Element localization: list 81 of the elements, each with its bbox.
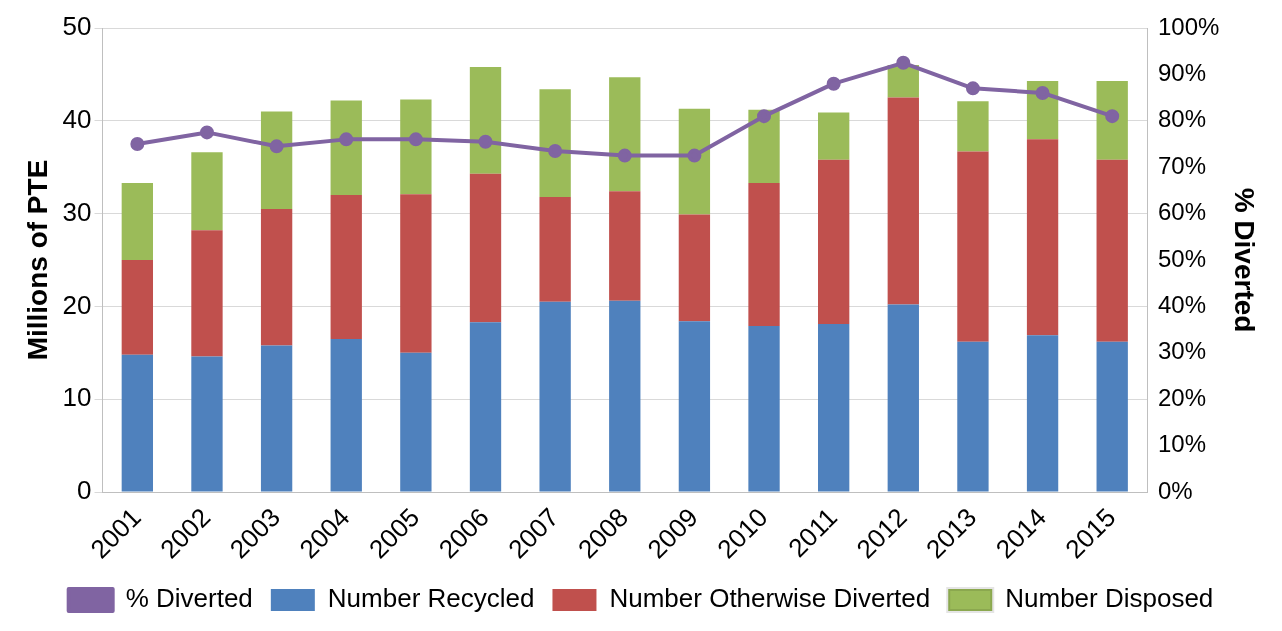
point bbox=[130, 137, 145, 152]
bar bbox=[121, 354, 153, 492]
y2-tick-label: 80% bbox=[1158, 105, 1207, 133]
bar bbox=[818, 112, 850, 160]
bar bbox=[609, 300, 641, 492]
bar bbox=[191, 356, 223, 492]
bar bbox=[678, 321, 711, 492]
bar bbox=[1096, 341, 1128, 492]
bar bbox=[191, 230, 223, 357]
y-tick-label: 20 bbox=[62, 289, 92, 320]
bar bbox=[539, 301, 571, 492]
y2-tick-label: 40% bbox=[1158, 291, 1207, 319]
point bbox=[896, 55, 911, 70]
y2-tick-label: 100% bbox=[1158, 12, 1220, 40]
bar bbox=[957, 341, 989, 492]
bar bbox=[121, 260, 153, 355]
bar bbox=[1026, 335, 1059, 492]
y2-tick-label: 60% bbox=[1158, 198, 1207, 226]
bar bbox=[818, 159, 850, 325]
bar bbox=[121, 182, 153, 261]
bar bbox=[330, 338, 362, 492]
legend-label: Number Recycled bbox=[327, 583, 535, 614]
bar bbox=[748, 109, 780, 183]
point bbox=[826, 76, 841, 91]
bar bbox=[539, 89, 571, 197]
point bbox=[408, 132, 423, 147]
bar bbox=[818, 324, 850, 492]
bar bbox=[1026, 139, 1059, 336]
y2-tick-label: 50% bbox=[1158, 244, 1207, 272]
y2-tick-label: 70% bbox=[1158, 151, 1207, 179]
point bbox=[1035, 85, 1050, 100]
legend-label: Number Disposed bbox=[1005, 583, 1214, 614]
y2-tick-label: 10% bbox=[1158, 430, 1207, 458]
bar bbox=[400, 194, 432, 353]
bar bbox=[748, 182, 780, 326]
bar bbox=[191, 152, 223, 231]
y2-tick-label: 90% bbox=[1158, 59, 1207, 87]
bar bbox=[400, 352, 432, 492]
legend-label: Number Otherwise Diverted bbox=[609, 583, 931, 614]
bar bbox=[539, 196, 571, 302]
point bbox=[757, 109, 772, 124]
bar bbox=[957, 151, 989, 342]
y-tick-label: 40 bbox=[62, 103, 92, 134]
y2-axis-title: % Diverted bbox=[1229, 187, 1261, 333]
bar bbox=[400, 99, 432, 195]
bar bbox=[260, 111, 293, 209]
point bbox=[1105, 109, 1120, 124]
point bbox=[339, 132, 354, 147]
y-tick-label: 50 bbox=[62, 11, 92, 42]
point bbox=[269, 139, 284, 154]
bar bbox=[887, 304, 919, 492]
point bbox=[617, 148, 632, 163]
bar bbox=[887, 97, 919, 305]
bar bbox=[260, 208, 293, 346]
y2-tick-label: 20% bbox=[1158, 383, 1207, 411]
bar bbox=[609, 191, 641, 301]
point bbox=[965, 81, 980, 96]
bar bbox=[330, 195, 362, 339]
legend-label: % Diverted bbox=[125, 583, 253, 614]
point bbox=[199, 125, 214, 140]
bar bbox=[957, 101, 989, 152]
y-tick-label: 10 bbox=[62, 382, 92, 413]
point bbox=[548, 143, 563, 158]
bar bbox=[469, 322, 502, 492]
y2-tick-label: 0% bbox=[1158, 476, 1193, 504]
y-tick-label: 0 bbox=[77, 475, 92, 506]
bar bbox=[678, 108, 711, 215]
bar bbox=[469, 66, 502, 174]
point bbox=[478, 134, 493, 149]
point bbox=[687, 148, 702, 163]
bar bbox=[1096, 80, 1128, 160]
bar bbox=[678, 214, 711, 322]
y-axis-title: Millions of PTE bbox=[21, 159, 53, 361]
bar bbox=[330, 100, 362, 196]
y-tick-label: 30 bbox=[62, 196, 92, 227]
bar bbox=[469, 173, 502, 323]
bar bbox=[1096, 159, 1128, 342]
bar bbox=[748, 325, 780, 492]
bar bbox=[260, 345, 293, 492]
bar bbox=[609, 77, 641, 192]
y2-tick-label: 30% bbox=[1158, 337, 1207, 365]
